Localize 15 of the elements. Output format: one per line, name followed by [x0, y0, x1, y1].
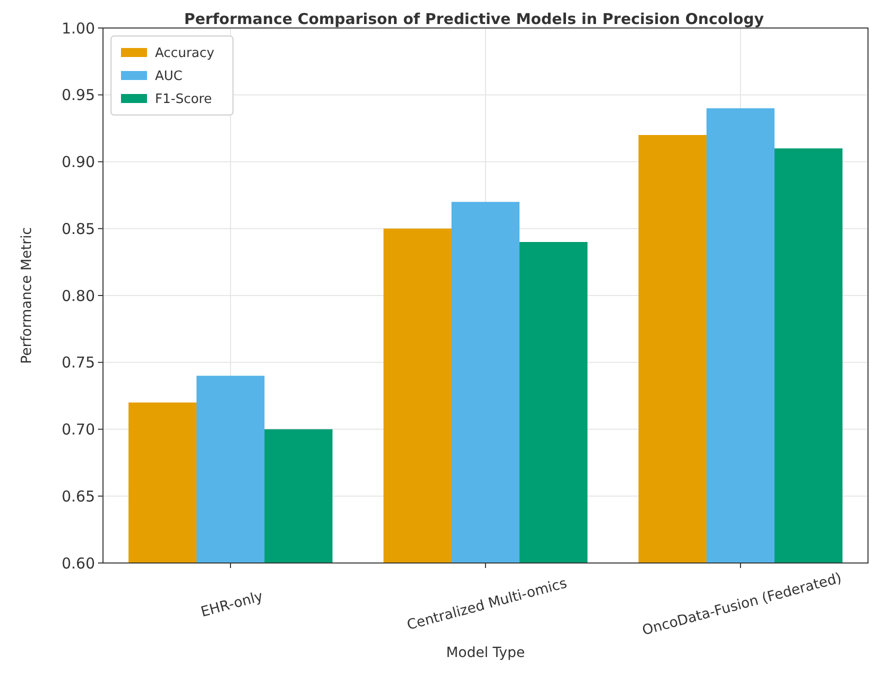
x-axis-title: Model Type	[446, 645, 525, 661]
y-tick-label: 0.95	[62, 86, 95, 104]
y-tick-label: 0.60	[62, 554, 95, 572]
legend-label: AUC	[155, 69, 182, 84]
y-tick-label: 0.85	[62, 220, 95, 238]
chart-title: Performance Comparison of Predictive Models in Precision Oncology	[184, 10, 764, 28]
y-tick-label: 0.75	[62, 354, 95, 372]
legend-label: Accuracy	[155, 46, 215, 61]
y-tick-label: 0.65	[62, 487, 95, 506]
y-tick-label: 0.80	[62, 286, 95, 305]
y-tick-label: 0.90	[62, 153, 95, 171]
y-tick-label: 1.00	[62, 19, 95, 38]
y-axis-title: Performance Metric	[19, 227, 35, 364]
legend-label: F1-Score	[155, 92, 212, 107]
y-tick-label: 0.70	[62, 420, 95, 438]
